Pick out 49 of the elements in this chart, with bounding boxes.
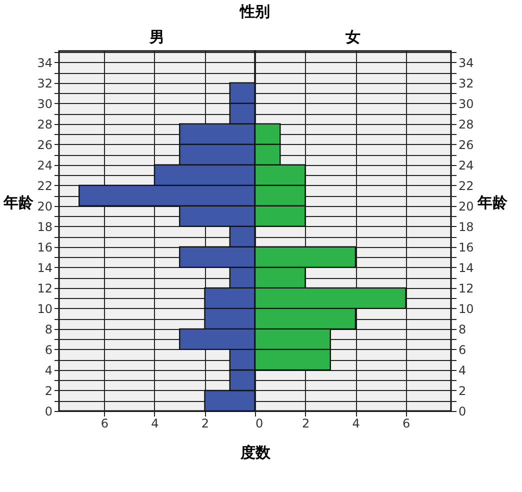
x-tick-label: 6 xyxy=(402,416,410,430)
y-tick-label: 10 xyxy=(37,302,52,316)
y-axis-title: 年龄 xyxy=(2,194,34,212)
y-tick-label: 28 xyxy=(458,117,474,132)
y-tick-label: 24 xyxy=(37,158,52,172)
y-tick-label: 16 xyxy=(37,240,52,254)
chart-title: 性别 xyxy=(239,2,270,20)
y-tick-label: 28 xyxy=(37,117,52,132)
y-tick-label: 20 xyxy=(458,199,474,214)
chart-subtitle: 女 xyxy=(344,28,360,46)
y-tick-label: 6 xyxy=(458,342,466,357)
x-tick-label: 4 xyxy=(151,416,159,430)
y-axis-title: 年龄 xyxy=(476,194,508,212)
y-tick-label: 16 xyxy=(458,240,474,254)
x-tick-label: 2 xyxy=(302,416,310,430)
y-tick-label: 12 xyxy=(458,281,474,296)
y-tick-label: 8 xyxy=(44,322,52,336)
x-tick-label: 6 xyxy=(100,416,109,430)
y-tick-label: 18 xyxy=(458,220,474,234)
y-tick-label: 26 xyxy=(458,138,474,152)
y-tick-label: 14 xyxy=(458,260,474,275)
y-tick-label: 4 xyxy=(44,363,52,378)
y-tick-label: 20 xyxy=(37,199,52,214)
y-tick-label: 0 xyxy=(44,404,52,418)
y-tick-label: 34 xyxy=(458,56,474,70)
y-tick-label: 26 xyxy=(37,138,52,152)
y-tick-label: 18 xyxy=(37,220,52,234)
x-axis-title: 度数 xyxy=(240,444,272,462)
y-tick-label: 30 xyxy=(458,96,474,111)
y-tick-label: 14 xyxy=(37,260,52,275)
y-tick-label: 0 xyxy=(458,404,466,418)
y-tick-label: 24 xyxy=(458,158,474,172)
y-tick-label: 2 xyxy=(44,384,52,398)
y-tick-label: 8 xyxy=(458,322,466,336)
y-tick-label: 30 xyxy=(37,96,52,111)
y-tick-label: 4 xyxy=(458,363,466,378)
y-tick-label: 6 xyxy=(44,342,52,357)
chart-subtitle: 男 xyxy=(148,28,164,46)
x-tick-label: 2 xyxy=(201,416,210,430)
y-tick-label: 32 xyxy=(458,76,474,90)
y-tick-label: 22 xyxy=(458,178,474,193)
y-tick-label: 22 xyxy=(37,178,52,193)
y-tick-label: 32 xyxy=(37,76,52,90)
y-tick-label: 10 xyxy=(458,302,474,316)
y-tick-label: 12 xyxy=(37,281,52,296)
y-tick-label: 2 xyxy=(458,384,466,398)
x-tick-label: 4 xyxy=(352,416,360,430)
x-tick-label: 0 xyxy=(256,416,264,430)
y-tick-label: 34 xyxy=(37,56,52,70)
